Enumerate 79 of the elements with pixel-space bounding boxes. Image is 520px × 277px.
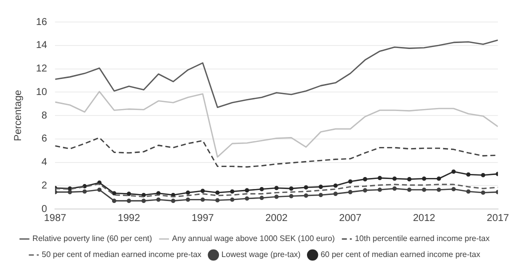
legend-label: Relative poverty line (60 per cent) <box>32 234 152 244</box>
legend-label: Any annual wage above 1000 SEK (100 euro) <box>172 234 336 244</box>
y-tick-label: 4 <box>42 157 48 168</box>
x-tick-label: 2017 <box>486 212 510 224</box>
point <box>142 192 146 198</box>
point <box>200 198 205 202</box>
point <box>422 176 426 181</box>
point <box>318 192 323 198</box>
legend-label: Lowest wage (pre-tax) <box>221 250 301 260</box>
point <box>480 190 486 195</box>
point <box>171 198 176 203</box>
point <box>362 177 368 182</box>
point <box>436 176 441 181</box>
point <box>451 169 456 174</box>
line-series <box>55 137 498 168</box>
legend-label: 50 per cent of median earned income pre-tax <box>42 250 202 260</box>
x-tick-label: 1987 <box>44 212 67 224</box>
y-tick-label: 12 <box>36 64 48 74</box>
point <box>230 198 234 202</box>
point <box>260 186 264 192</box>
point <box>112 198 116 203</box>
legend-label: 10th percentile earned income pre-tax <box>354 234 490 244</box>
point <box>97 188 102 192</box>
point <box>244 196 250 201</box>
point <box>378 188 382 192</box>
point <box>304 193 308 198</box>
point <box>289 194 294 198</box>
point <box>82 189 87 194</box>
point <box>378 176 382 180</box>
point <box>230 189 234 194</box>
point <box>348 179 352 184</box>
point <box>186 190 190 195</box>
point <box>304 185 308 190</box>
x-tick-label: 2012 <box>412 212 436 224</box>
point <box>362 188 368 192</box>
point <box>407 177 412 182</box>
point <box>407 188 412 192</box>
point <box>422 188 426 192</box>
point <box>126 198 132 203</box>
point <box>333 192 338 196</box>
y-tick-label: 10 <box>36 86 48 98</box>
point <box>466 189 471 194</box>
point <box>68 190 72 194</box>
legend-label: 60 per cent of median earned income pre-tax <box>320 250 480 260</box>
point <box>215 198 220 202</box>
point <box>436 188 441 192</box>
point <box>156 191 161 196</box>
y-tick-label: 2 <box>42 180 48 192</box>
point <box>480 172 486 178</box>
point <box>200 188 205 194</box>
point <box>186 198 190 202</box>
point <box>112 191 116 196</box>
point <box>274 194 279 199</box>
x-tick-label: 1992 <box>118 212 140 224</box>
point <box>392 186 397 191</box>
point <box>156 198 161 202</box>
x-tick-label: 2007 <box>339 212 362 224</box>
y-tick-label: 0 <box>42 204 48 215</box>
point <box>82 184 87 188</box>
point <box>244 188 250 192</box>
point <box>142 198 146 203</box>
point <box>333 183 338 188</box>
y-tick-label: 16 <box>36 16 48 28</box>
point <box>348 190 352 194</box>
point <box>392 176 397 181</box>
point <box>260 196 264 200</box>
point <box>289 186 294 191</box>
point <box>274 186 279 190</box>
point <box>451 186 456 192</box>
x-tick-label: 2002 <box>265 212 288 224</box>
y-tick-label: 14 <box>36 40 48 52</box>
point <box>215 190 220 195</box>
point <box>466 172 471 177</box>
y-tick-label: 8 <box>42 110 48 122</box>
y-tick-label: 6 <box>42 134 48 145</box>
x-tick-label: 1997 <box>192 212 214 224</box>
point <box>126 192 132 196</box>
point <box>318 184 323 189</box>
y-axis-title: Percentage <box>12 89 24 142</box>
